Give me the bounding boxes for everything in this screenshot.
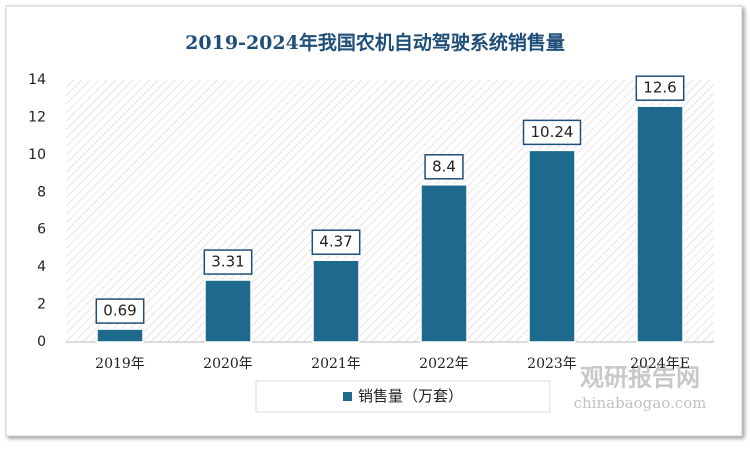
chart-title: 2019-2024年我国农机自动驾驶系统销售量: [185, 31, 565, 54]
data-label-box: [635, 75, 685, 101]
x-tick-label: 2024年E: [630, 356, 690, 372]
watermark: 观研报告网: [580, 363, 700, 392]
data-label-box: [522, 119, 582, 146]
data-label: 3.31: [211, 253, 244, 271]
y-tick-label: 4: [37, 259, 46, 275]
x-tick-label: 2020年: [203, 356, 253, 372]
y-tick-label: 0: [37, 334, 46, 350]
data-label: 10.24: [531, 123, 574, 141]
bar: [636, 105, 684, 343]
data-label: 12.6: [643, 79, 676, 97]
x-tick-label: 2022年: [419, 356, 469, 372]
bar: [528, 149, 576, 343]
y-tick-label: 12: [28, 109, 46, 125]
data-label: 0.69: [103, 302, 136, 320]
bar: [420, 184, 468, 343]
data-label-box: [424, 154, 464, 180]
x-tick-label: 2021年: [311, 356, 361, 372]
data-label-box: [203, 249, 253, 275]
legend-swatch: [343, 392, 352, 401]
y-tick-label: 10: [28, 147, 46, 163]
legend-box: [255, 380, 551, 413]
legend-label: 销售量（万套）: [358, 387, 463, 405]
data-label-box: [311, 229, 361, 255]
y-tick-label: 2: [37, 297, 46, 313]
y-tick-label: 14: [28, 72, 46, 88]
y-tick-label: 6: [37, 222, 46, 238]
bar: [204, 279, 252, 343]
data-label: 4.37: [319, 233, 352, 251]
data-label-box: [95, 298, 145, 324]
y-tick-label: 8: [37, 184, 46, 200]
watermark-url: chinabaogao.com: [574, 394, 707, 412]
bar: [312, 259, 360, 343]
bar: [96, 328, 144, 343]
x-tick-label: 2023年: [527, 356, 577, 372]
data-label: 8.4: [432, 157, 456, 175]
x-tick-label: 2019年: [95, 356, 145, 372]
plot-area: [66, 80, 714, 342]
legend: 销售量（万套）: [255, 380, 551, 413]
